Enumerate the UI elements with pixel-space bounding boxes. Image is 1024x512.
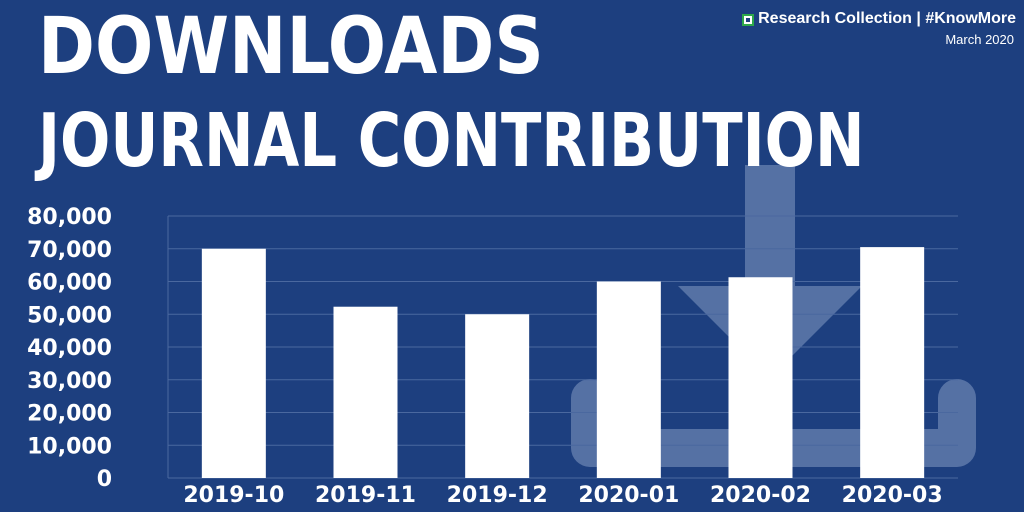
title-line-2: JOURNAL CONTRIBUTION — [38, 98, 865, 184]
y-axis-ticks: 0 10,000 20,000 30,000 40,000 50,000 60,000 70,… — [27, 205, 112, 492]
y-tick-label: 70,000 — [27, 238, 112, 263]
bar-2020-02 — [728, 277, 793, 478]
bars — [201, 247, 925, 478]
x-tick-label: 2020-03 — [842, 483, 943, 508]
bar-2020-01 — [596, 281, 661, 478]
bar-2019-12 — [465, 314, 530, 478]
bar-2019-11 — [333, 306, 398, 478]
x-tick-label: 2019-12 — [447, 483, 548, 508]
y-tick-label: 0 — [97, 467, 112, 492]
y-tick-label: 40,000 — [27, 336, 112, 361]
x-axis-ticks: 2019-10 2019-11 2019-12 2020-01 2020-02 2020-… — [183, 483, 942, 508]
x-tick-label: 2019-10 — [183, 483, 284, 508]
title-line-1: DOWNLOADS — [38, 2, 544, 92]
y-tick-label: 80,000 — [27, 205, 112, 230]
x-tick-label: 2019-11 — [315, 483, 416, 508]
brand-label: Research Collection | #KnowMore — [742, 10, 1016, 28]
y-tick-label: 10,000 — [27, 434, 112, 459]
bar-2019-10 — [201, 248, 266, 478]
y-tick-label: 20,000 — [27, 402, 112, 427]
brand-text: Research Collection | #KnowMore — [758, 10, 1016, 27]
y-tick-label: 60,000 — [27, 271, 112, 296]
y-tick-label: 30,000 — [27, 369, 112, 394]
x-tick-label: 2020-01 — [578, 483, 679, 508]
x-tick-label: 2020-02 — [710, 483, 811, 508]
bar-2020-03 — [860, 247, 925, 478]
gridlines — [167, 215, 958, 479]
y-tick-label: 50,000 — [27, 303, 112, 328]
brand-logo-icon — [742, 13, 755, 26]
watermark-arrow — [678, 165, 862, 378]
publication-date: March 2020 — [945, 32, 1014, 47]
